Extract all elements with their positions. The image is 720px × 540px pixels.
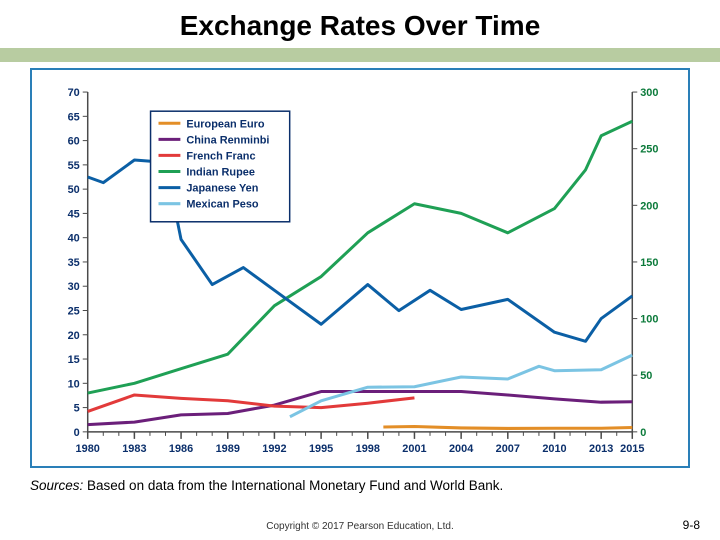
svg-text:1980: 1980: [76, 443, 100, 455]
svg-text:20: 20: [68, 330, 80, 342]
svg-text:10: 10: [68, 378, 80, 390]
svg-text:2004: 2004: [449, 443, 474, 455]
svg-text:45: 45: [68, 208, 80, 220]
svg-text:1998: 1998: [356, 443, 380, 455]
sources-label: Sources:: [30, 478, 83, 493]
sources-text: Based on data from the International Mon…: [83, 478, 503, 493]
svg-text:200: 200: [640, 200, 658, 212]
title-underline-bar: [0, 48, 720, 62]
svg-text:Mexican Peso: Mexican Peso: [186, 199, 259, 211]
copyright-text: Copyright © 2017 Pearson Education, Ltd.: [0, 521, 720, 532]
svg-text:0: 0: [74, 427, 80, 439]
svg-text:35: 35: [68, 257, 80, 269]
svg-text:2015: 2015: [620, 443, 644, 455]
svg-text:55: 55: [68, 160, 80, 172]
svg-text:5: 5: [74, 403, 80, 415]
svg-text:25: 25: [68, 305, 80, 317]
svg-text:40: 40: [68, 233, 80, 245]
svg-text:15: 15: [68, 354, 80, 366]
svg-text:China Renminbi: China Renminbi: [186, 134, 269, 146]
svg-text:50: 50: [640, 370, 652, 382]
svg-text:100: 100: [640, 314, 658, 326]
svg-text:0: 0: [640, 427, 646, 439]
svg-text:250: 250: [640, 144, 658, 156]
svg-text:60: 60: [68, 136, 80, 148]
svg-text:30: 30: [68, 281, 80, 293]
svg-text:2007: 2007: [496, 443, 520, 455]
svg-text:1986: 1986: [169, 443, 193, 455]
svg-text:2001: 2001: [402, 443, 426, 455]
svg-text:300: 300: [640, 87, 658, 99]
slide: Exchange Rates Over Time 0 5 10 15 20 25 30 35 4…: [0, 0, 720, 540]
svg-text:1992: 1992: [262, 443, 286, 455]
svg-text:1989: 1989: [216, 443, 240, 455]
sources-line: Sources: Based on data from the Internat…: [30, 478, 690, 493]
page-title: Exchange Rates Over Time: [0, 0, 720, 48]
svg-text:1983: 1983: [122, 443, 146, 455]
svg-text:Indian Rupee: Indian Rupee: [186, 166, 255, 178]
page-number: 9-8: [683, 518, 700, 532]
chart-container: 0 5 10 15 20 25 30 35 40 45 50 55 60 65 70 0 50 100 150 200…: [30, 68, 690, 468]
svg-text:65: 65: [68, 111, 80, 123]
exchange-rate-line-chart: 0 5 10 15 20 25 30 35 40 45 50 55 60 65 70 0 50 100 150 200…: [42, 82, 678, 460]
svg-text:European Euro: European Euro: [186, 118, 265, 130]
svg-text:French Franc: French Franc: [186, 150, 255, 162]
svg-text:2010: 2010: [542, 443, 566, 455]
svg-text:1995: 1995: [309, 443, 333, 455]
svg-text:70: 70: [68, 87, 80, 99]
svg-text:150: 150: [640, 257, 658, 269]
svg-text:50: 50: [68, 184, 80, 196]
svg-text:2013: 2013: [589, 443, 613, 455]
svg-text:Japanese Yen: Japanese Yen: [186, 183, 258, 195]
